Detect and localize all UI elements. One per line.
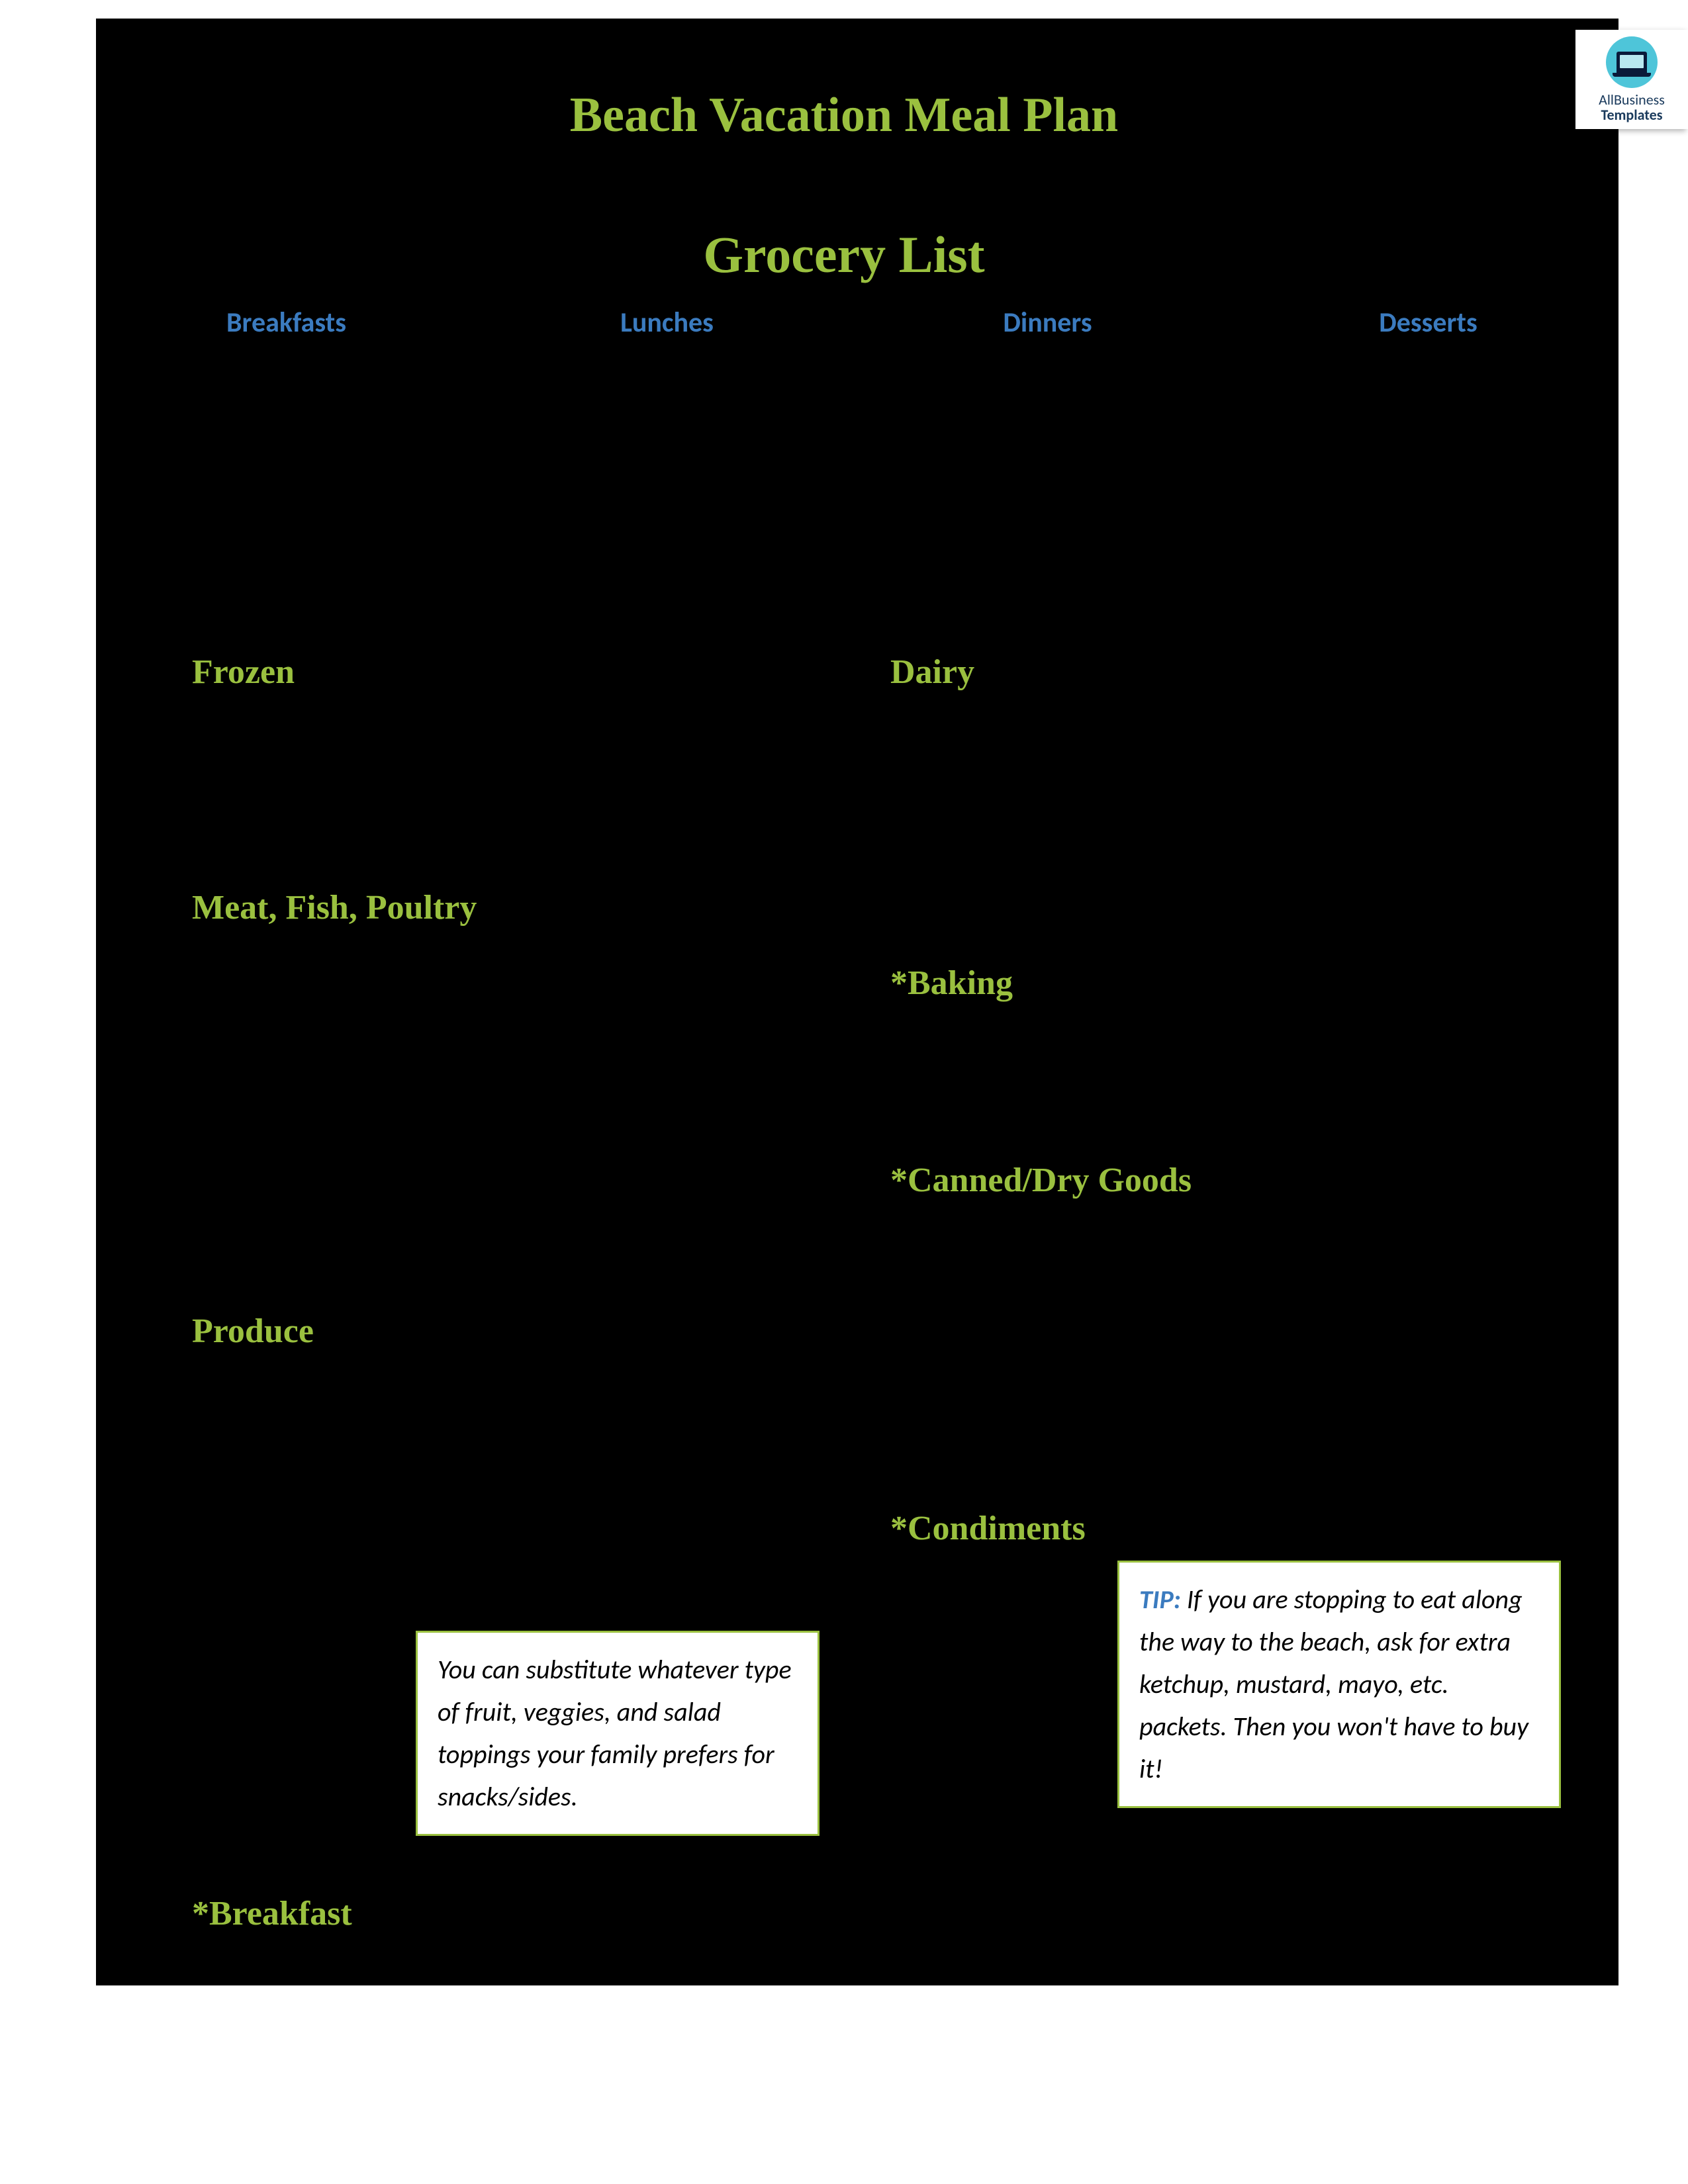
section-canned: *Canned/Dry Goods <box>890 1161 1192 1200</box>
page-subtitle: Grocery List <box>0 225 1688 285</box>
section-dairy: Dairy <box>890 653 974 692</box>
condiments-tip-text: If you are stopping to eat along the way… <box>1139 1583 1528 1785</box>
meal-header-breakfasts: Breakfasts <box>96 306 477 340</box>
produce-tip-text: You can substitute whatever type of frui… <box>438 1653 792 1813</box>
meal-header-desserts: Desserts <box>1238 306 1618 340</box>
section-baking: *Baking <box>890 964 1013 1003</box>
logo-circle <box>1606 36 1658 88</box>
section-produce: Produce <box>192 1312 314 1351</box>
meal-header-dinners: Dinners <box>857 306 1238 340</box>
tip-prefix: TIP: <box>1139 1583 1181 1615</box>
section-condiments: *Condiments <box>890 1509 1086 1548</box>
section-meat: Meat, Fish, Poultry <box>192 888 477 927</box>
laptop-icon <box>1617 52 1647 73</box>
section-breakfast: *Breakfast <box>192 1894 352 1933</box>
condiments-tip-box: TIP: If you are stopping to eat along th… <box>1117 1561 1561 1808</box>
meal-header-lunches: Lunches <box>477 306 857 340</box>
meal-header-row: Breakfasts Lunches Dinners Desserts <box>96 306 1618 340</box>
page-title: Beach Vacation Meal Plan <box>0 87 1688 144</box>
produce-tip-box: You can substitute whatever type of frui… <box>416 1631 820 1836</box>
section-frozen: Frozen <box>192 653 295 692</box>
